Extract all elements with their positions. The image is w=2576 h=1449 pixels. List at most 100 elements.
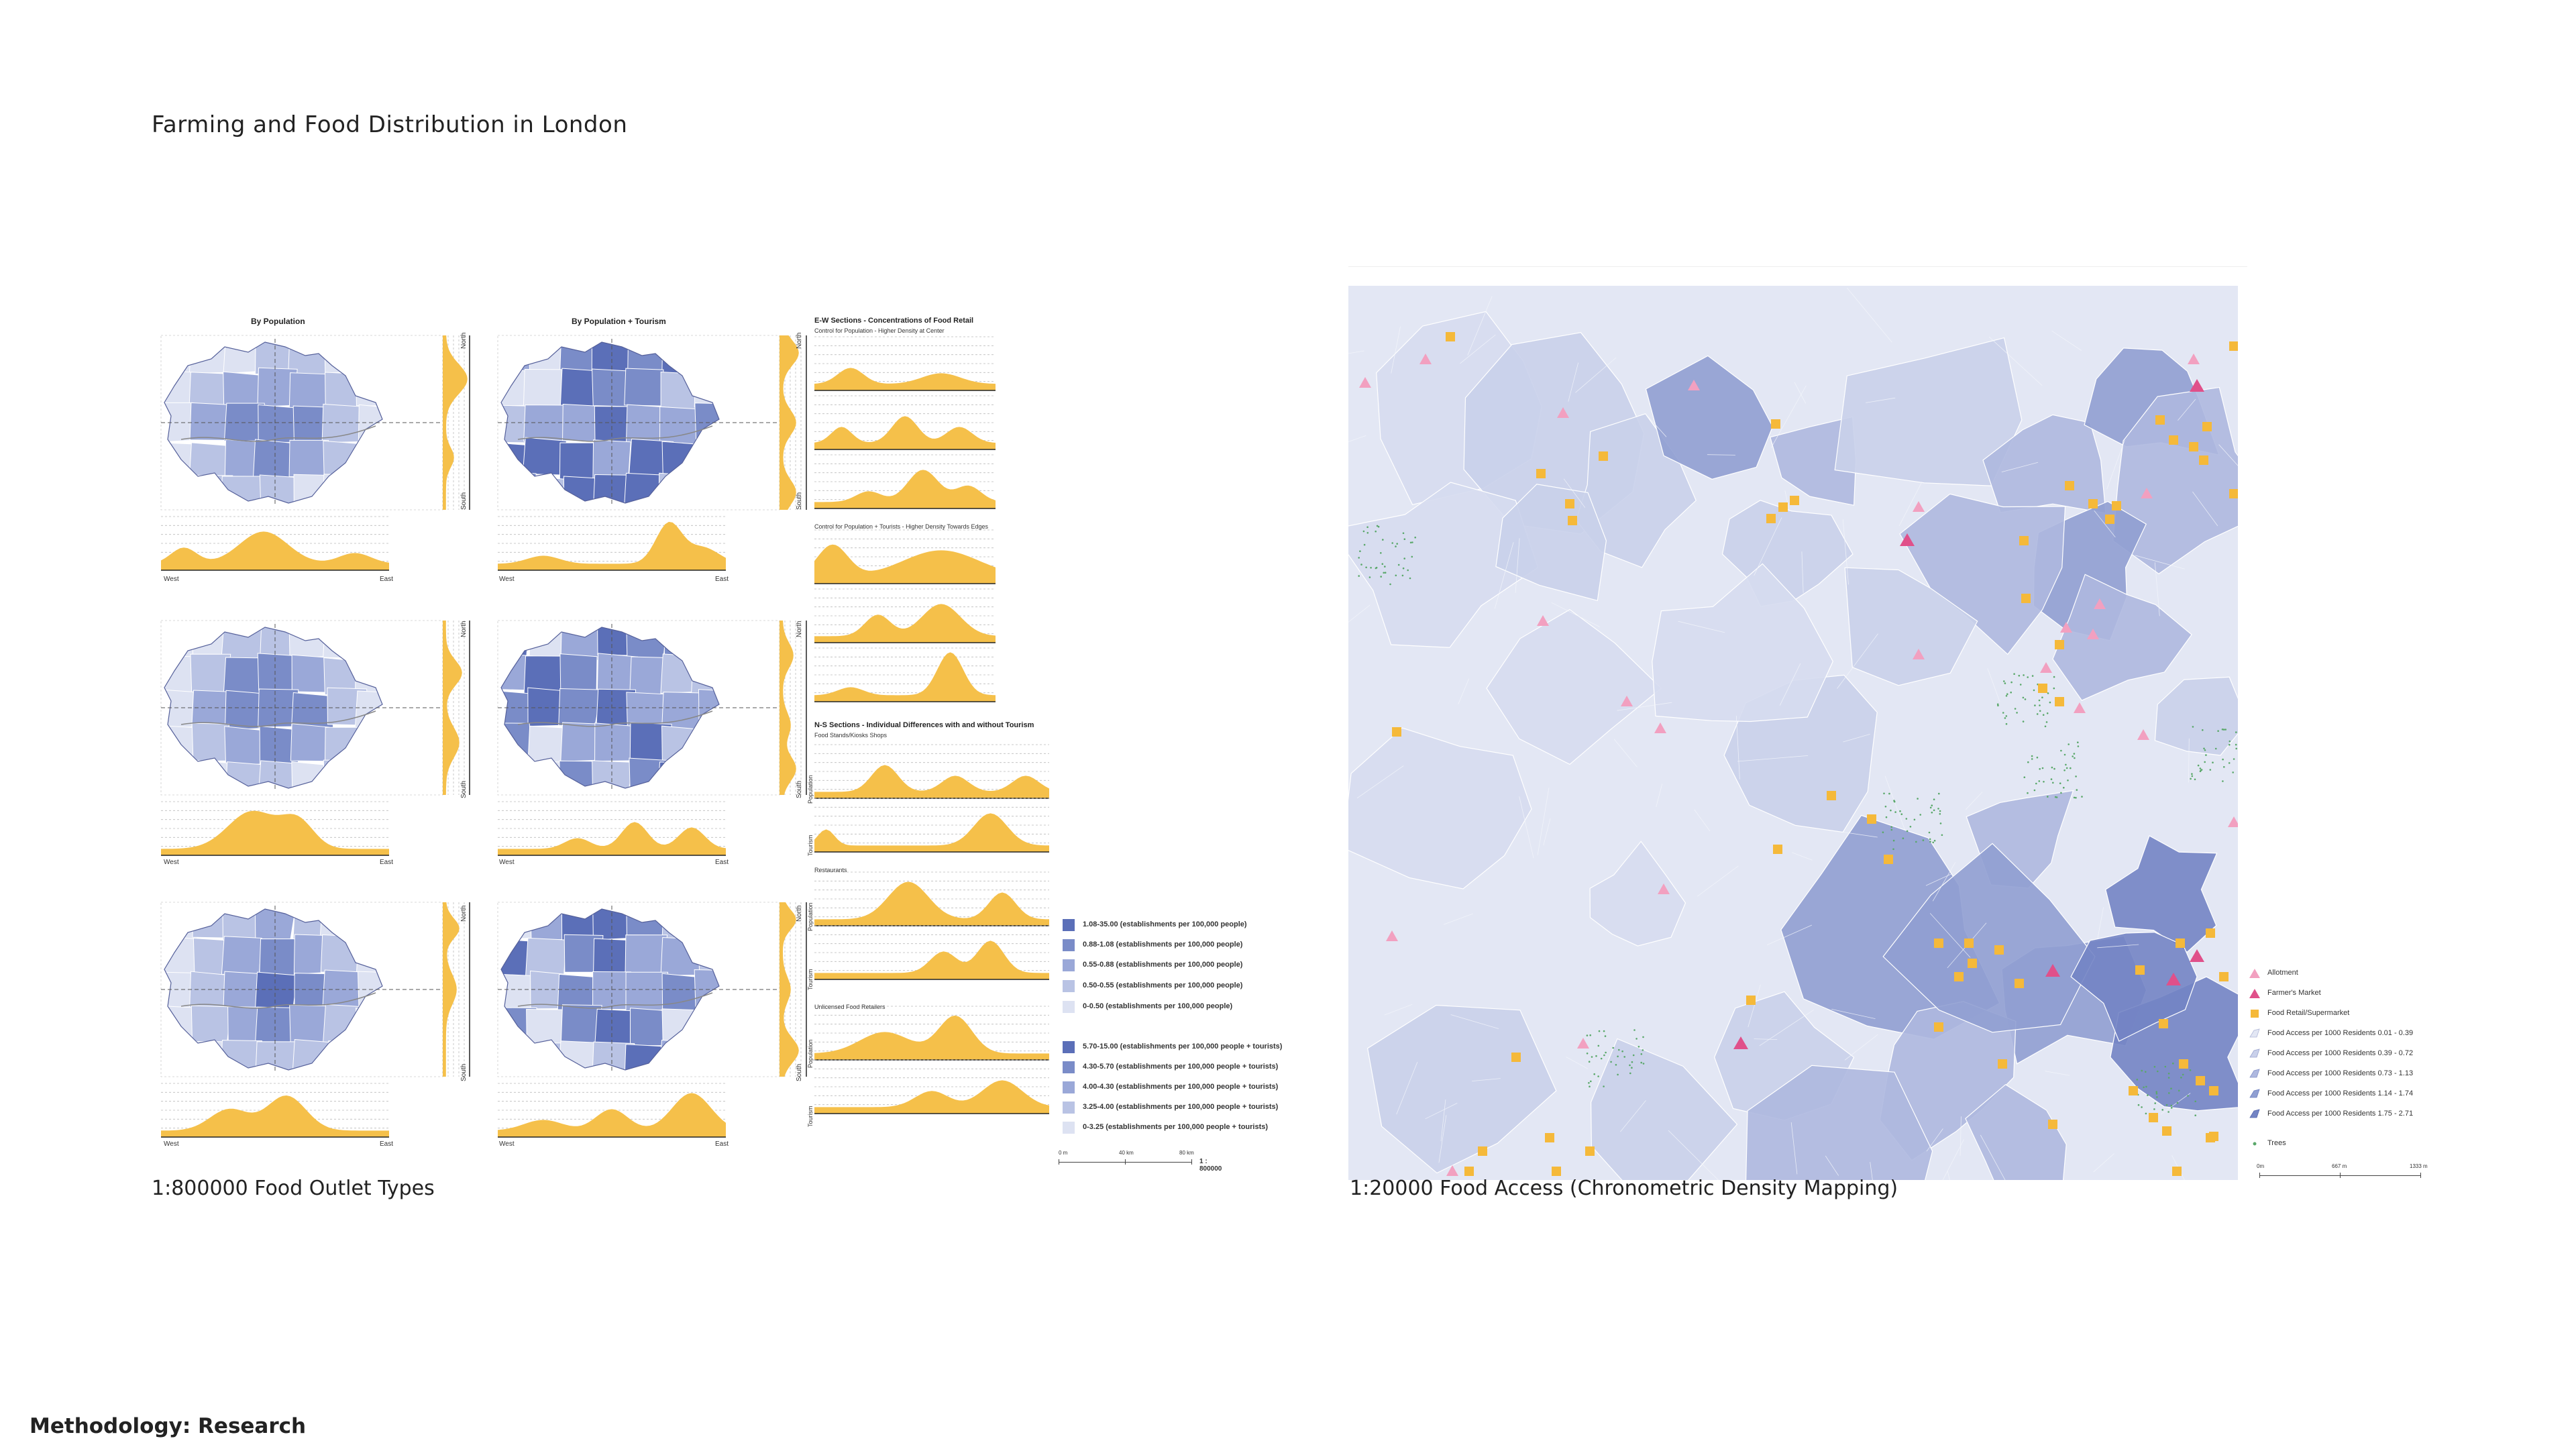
- food-retail-marker: [1585, 1146, 1595, 1156]
- street-line: [1960, 1116, 1962, 1156]
- tree-dot: [2041, 696, 2043, 698]
- section-profile: [814, 813, 1049, 852]
- ew-section-chart: [498, 801, 726, 856]
- street-line: [1438, 1115, 1447, 1163]
- tree-dot: [2221, 729, 2224, 731]
- tree-dot: [2191, 773, 2193, 775]
- street-line: [1980, 1134, 2006, 1180]
- food-retail-marker: [2149, 1113, 2158, 1122]
- section-profile: [780, 621, 796, 795]
- food-retail-marker: [1968, 959, 1977, 968]
- tree-dot: [1642, 1049, 1644, 1051]
- food-retail-marker: [1568, 516, 1577, 525]
- tree-dot: [1366, 526, 1368, 529]
- street-line: [1543, 818, 1551, 846]
- scale-tick: 0m: [2257, 1163, 2265, 1169]
- tree-dot: [1360, 564, 1362, 566]
- tree-dot: [1629, 1072, 1631, 1075]
- tree-dot: [1359, 550, 1361, 552]
- tree-dot: [2073, 753, 2076, 755]
- tree-dot: [1631, 1067, 1633, 1069]
- scale-tick: 40 km: [1119, 1150, 1134, 1156]
- street-line: [1472, 1078, 1501, 1081]
- borough: [624, 368, 664, 407]
- borough: [661, 909, 705, 940]
- tree-dot: [2006, 693, 2008, 695]
- allotment-marker: [2228, 816, 2238, 827]
- london-outline: [164, 908, 383, 1071]
- food-retail-marker: [1934, 938, 1943, 948]
- tree-dot: [1996, 703, 1999, 706]
- axis-west-label: West: [499, 859, 515, 866]
- access-zone: [1834, 337, 2023, 486]
- allotment-marker: [1621, 696, 1633, 706]
- food-retail-marker: [1565, 499, 1574, 508]
- tree-dot: [1929, 838, 1931, 841]
- tree-dot: [1409, 541, 1412, 544]
- allotment-marker: [1386, 930, 1398, 941]
- access-zone: [1645, 355, 1774, 480]
- tree-dot: [2045, 721, 2048, 723]
- ns-section-chart: [442, 902, 470, 1077]
- tree-dot: [2180, 1077, 2182, 1079]
- ns-row-label-tourism: Tourism: [807, 835, 814, 856]
- allotment-marker: [1537, 615, 1549, 626]
- tree-dot: [1370, 567, 1372, 569]
- tree-dot: [2137, 1104, 2140, 1106]
- food-retail-marker: [1790, 496, 1799, 505]
- tree-dot: [1894, 811, 1896, 813]
- food-retail-marker: [2229, 489, 2238, 498]
- tree-dot: [2235, 743, 2237, 746]
- allotment-marker: [1446, 1165, 1458, 1176]
- page-title: Farming and Food Distribution in London: [152, 111, 628, 138]
- street-line: [1568, 362, 1579, 402]
- scale-tick: 1333 m: [2410, 1163, 2428, 1169]
- tree-dot: [1375, 530, 1377, 533]
- tree-dot: [1603, 1030, 1605, 1032]
- street-line: [2051, 330, 2082, 351]
- street-line: [1737, 755, 1809, 762]
- borough-map: [498, 339, 780, 506]
- food-retail-marker: [2019, 536, 2029, 545]
- axis-south-label: South: [796, 780, 803, 798]
- tree-dot: [2068, 743, 2070, 745]
- tree-dot: [1381, 563, 1384, 565]
- tree-dot: [1389, 583, 1391, 586]
- borough: [358, 404, 382, 445]
- tree-dot: [1922, 839, 1925, 841]
- allotment-marker: [1913, 649, 1925, 659]
- axis-north-label: North: [460, 621, 468, 637]
- tree-dot: [2003, 680, 2005, 682]
- tree-dot: [1902, 837, 1904, 839]
- tree-dot: [1629, 1064, 1631, 1067]
- borough: [355, 760, 382, 788]
- tree-dot: [2022, 720, 2025, 722]
- tree-dot: [2145, 1085, 2147, 1088]
- tree-dot: [1409, 577, 1411, 580]
- borough: [356, 475, 382, 503]
- borough: [164, 342, 196, 374]
- legend-swatch: [1063, 1081, 1075, 1093]
- borough: [661, 725, 704, 764]
- street-line: [1735, 715, 1740, 780]
- tree-dot: [2039, 768, 2041, 770]
- food-retail-marker: [1536, 469, 1546, 478]
- food-retail-marker: [2048, 1120, 2057, 1129]
- tree-dot: [1395, 545, 1397, 547]
- tree-dot: [1365, 566, 1367, 569]
- tree-dot: [2228, 762, 2231, 764]
- tree-dot: [1915, 841, 1917, 843]
- tree-dot: [1939, 810, 1941, 812]
- tree-dot: [1403, 538, 1406, 540]
- borough: [523, 405, 567, 443]
- street-line: [1754, 517, 1782, 576]
- ew-section-chart: [814, 925, 1049, 980]
- access-zone: [1348, 727, 1532, 890]
- borough: [189, 402, 230, 441]
- tree-dot: [2145, 1071, 2147, 1073]
- tree-dot: [2059, 782, 2061, 784]
- section-profile: [498, 822, 726, 855]
- tree-dot: [1384, 566, 1386, 568]
- borough-map: [161, 906, 443, 1073]
- borough: [559, 442, 598, 482]
